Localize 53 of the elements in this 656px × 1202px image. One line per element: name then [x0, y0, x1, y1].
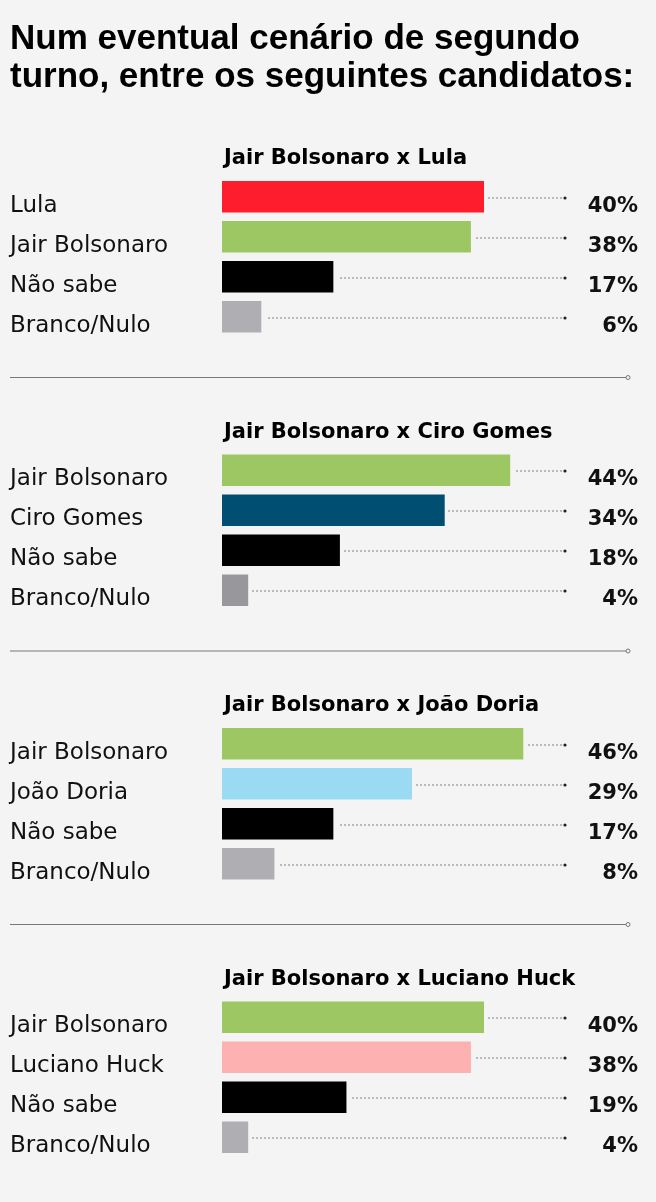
bar	[222, 1041, 471, 1073]
y-tick-label: Jair Bolsonaro	[8, 737, 169, 764]
y-tick-label: Jair Bolsonaro	[8, 1011, 169, 1038]
bar	[222, 534, 340, 566]
data-label: 46%	[587, 739, 638, 764]
chart-subtitle: Jair Bolsonaro x Lula	[222, 145, 468, 169]
bar	[222, 221, 471, 253]
y-tick-label: Lula	[10, 190, 58, 217]
bar	[222, 574, 249, 606]
bar	[222, 261, 334, 293]
bar	[222, 454, 511, 486]
data-label: 8%	[602, 859, 638, 884]
data-label: 38%	[587, 1053, 638, 1078]
bar	[222, 768, 412, 800]
data-label: 17%	[587, 272, 638, 297]
data-label: 4%	[602, 1133, 638, 1158]
chart-title: Jair Bolsonaro x Ciro Gomes	[222, 418, 553, 443]
data-label: 38%	[587, 232, 638, 257]
bar	[222, 808, 334, 840]
chart-title: Num eventual cenário de segundo turno, entre os seguintes candidatos:	[10, 17, 635, 94]
y-tick-label: Não sabe	[10, 270, 118, 297]
bar	[222, 848, 275, 880]
y-tick-label: Branco/Nulo	[10, 857, 151, 884]
data-label: 34%	[587, 506, 638, 531]
y-tick-label: Luciano Huck	[10, 1051, 165, 1078]
y-tick-label: Jair Bolsonaro	[8, 464, 169, 491]
chart-title: Jair Bolsonaro x Luciano Huck	[222, 965, 577, 990]
data-label: 17%	[587, 819, 638, 844]
y-tick-label: Não sabe	[10, 544, 118, 571]
data-label: 29%	[587, 779, 638, 804]
data-label: 4%	[602, 586, 638, 611]
y-tick-label: Jair Bolsonaro	[8, 230, 169, 257]
data-label: 44%	[587, 466, 638, 491]
bar	[222, 1121, 249, 1153]
bar	[222, 1081, 347, 1113]
data-label: 18%	[587, 546, 638, 571]
data-label: 40%	[587, 1013, 638, 1038]
y-tick-label: João Doria	[8, 777, 129, 804]
y-tick-label: Não sabe	[10, 817, 118, 844]
bar	[222, 1001, 484, 1033]
data-label: 6%	[602, 312, 638, 337]
chart-title: Jair Bolsonaro x João Doria	[222, 692, 540, 716]
y-tick-label: Branco/Nulo	[10, 584, 151, 611]
y-tick-label: Branco/Nulo	[10, 310, 151, 337]
y-tick-label: Ciro Gomes	[10, 504, 144, 531]
data-label: 19%	[587, 1093, 638, 1118]
y-tick-label: Não sabe	[10, 1091, 118, 1118]
bar	[222, 181, 484, 213]
y-tick-label: Branco/Nulo	[10, 1131, 151, 1158]
bar	[222, 728, 524, 760]
bar	[222, 494, 445, 526]
data-label: 40%	[587, 192, 638, 217]
bar	[222, 301, 262, 333]
